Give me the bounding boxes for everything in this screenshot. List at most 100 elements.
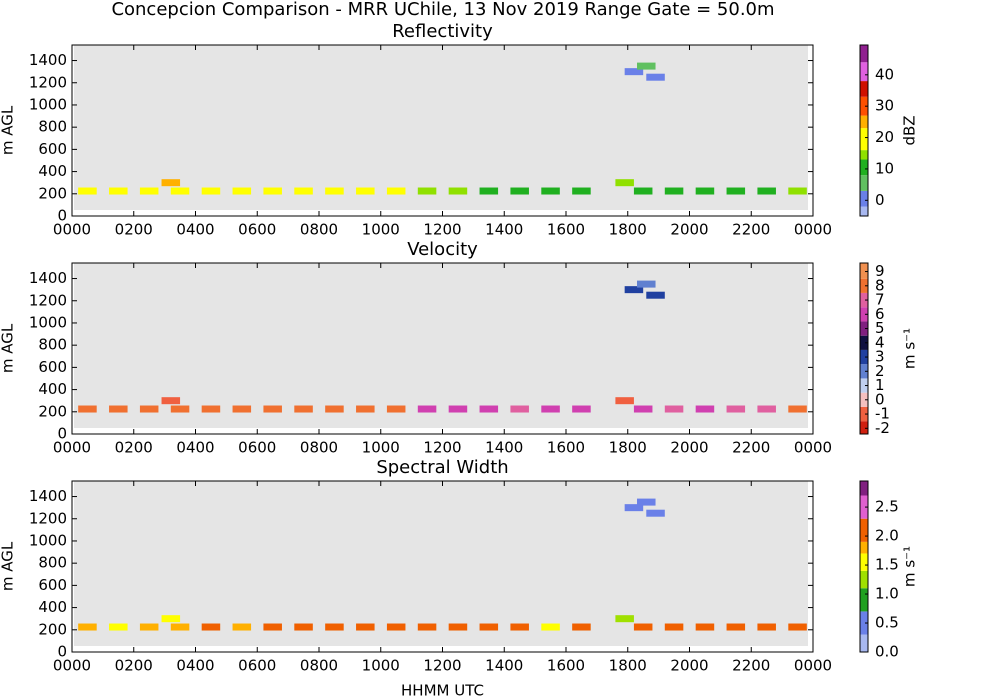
y-tick-label: 1400 [29,487,67,505]
y-tick-label: 600 [38,358,67,376]
y-tick-label: 1400 [29,51,67,69]
colorbar-segment [860,349,868,365]
colorbar-label: m s⁻¹ [901,328,919,369]
data-cell [139,187,159,195]
colorbar-segment [860,364,868,379]
data-cell [232,187,252,195]
x-tick-label: 1600 [547,657,585,675]
x-tick-label: 1400 [485,657,523,675]
data-cell [510,623,529,631]
y-tick-label: 1000 [29,95,67,113]
colorbar-label: m s⁻¹ [901,546,919,587]
y-tick-label: 600 [38,576,67,594]
colorbar-tick-label: 1 [875,376,885,394]
x-tick-label: 1800 [609,439,647,457]
data-cell [664,187,684,195]
colorbar-tick-label: 5 [875,319,885,337]
colorbar-tick-label: 1.0 [875,585,899,603]
x-tick-label: 2000 [670,439,708,457]
data-cell [624,504,644,512]
colorbar-tick-label: 0.5 [875,614,899,632]
data-cell [479,187,499,195]
colorbar-tick-label: 10 [875,159,894,177]
data-cell [664,623,684,631]
colorbar-tick-label: 1.5 [875,556,899,574]
data-cell [726,405,746,413]
colorbar-tick-label: 2 [875,362,885,380]
data-cell [386,187,406,195]
x-tick-label: 2200 [732,439,770,457]
plot-background [74,263,808,428]
y-tick-label: 400 [38,380,67,398]
colorbar-tick-label: 0 [875,191,885,209]
x-tick-label: 0400 [176,657,214,675]
x-tick-label: 0000 [794,439,832,457]
colorbar-segment [860,335,868,350]
x-tick-label: 1200 [423,221,461,239]
colorbar-tick-label: 30 [875,97,894,115]
colorbar-tick-label: 4 [875,333,885,351]
colorbar-tick-label: -2 [875,419,890,437]
colorbar-segment [860,378,868,393]
colorbar-segment [860,190,868,207]
x-tick-label: 0200 [115,439,153,457]
x-tick-label: 1000 [362,657,400,675]
x-tick-label: 2200 [732,657,770,675]
data-cell [325,405,344,413]
x-axis-label: HHMM UTC [401,682,484,700]
colorbar-segment [860,553,868,571]
data-cell [356,187,375,195]
colorbar-segment [860,518,868,542]
data-cell [386,623,406,631]
data-cell [541,623,560,631]
figure-title: Concepcion Comparison - MRR UChile, 13 N… [111,0,774,20]
x-tick-label: 2200 [732,221,770,239]
colorbar-segment [860,570,868,589]
data-cell [386,405,406,413]
x-tick-label: 0800 [300,439,338,457]
colorbar-tick-label: 40 [875,65,894,83]
colorbar-tick-label: 0 [875,390,885,408]
x-tick-label: 1400 [485,221,523,239]
data-cell [788,405,807,413]
data-cell [170,187,190,195]
colorbar-tick-label: 9 [875,262,885,280]
x-tick-label: 1600 [547,439,585,457]
data-cell [615,179,634,187]
data-cell [201,623,221,631]
y-tick-label: 800 [38,336,67,354]
data-cell [109,405,128,413]
x-tick-label: 0000 [53,439,91,457]
colorbar-tick-label: 0.0 [875,643,899,661]
y-tick-label: 1400 [29,269,67,287]
data-cell [695,623,715,631]
x-tick-label: 1000 [362,221,400,239]
data-cell [572,187,591,195]
y-tick-label: 400 [38,162,67,180]
data-cell [78,187,97,195]
data-cell [325,623,344,631]
y-tick-label: 1000 [29,531,67,549]
colorbar-segment [860,81,868,97]
x-tick-label: 0000 [53,657,91,675]
data-cell [161,179,181,187]
colorbar-segment [860,45,868,63]
data-cell [624,68,644,76]
data-cell [448,405,468,413]
data-cell [201,187,221,195]
x-tick-label: 1200 [423,657,461,675]
data-cell [572,623,591,631]
colorbar-tick-label: 2.0 [875,527,899,545]
x-tick-label: 1800 [609,657,647,675]
x-tick-label: 0400 [176,439,214,457]
data-cell [294,187,313,195]
y-axis-label: m AGL [0,105,17,155]
data-cell [139,623,159,631]
colorbar-segment [860,481,868,496]
y-tick-label: 400 [38,598,67,616]
data-cell [541,187,560,195]
colorbar-segment [860,611,868,635]
data-cell [541,405,560,413]
